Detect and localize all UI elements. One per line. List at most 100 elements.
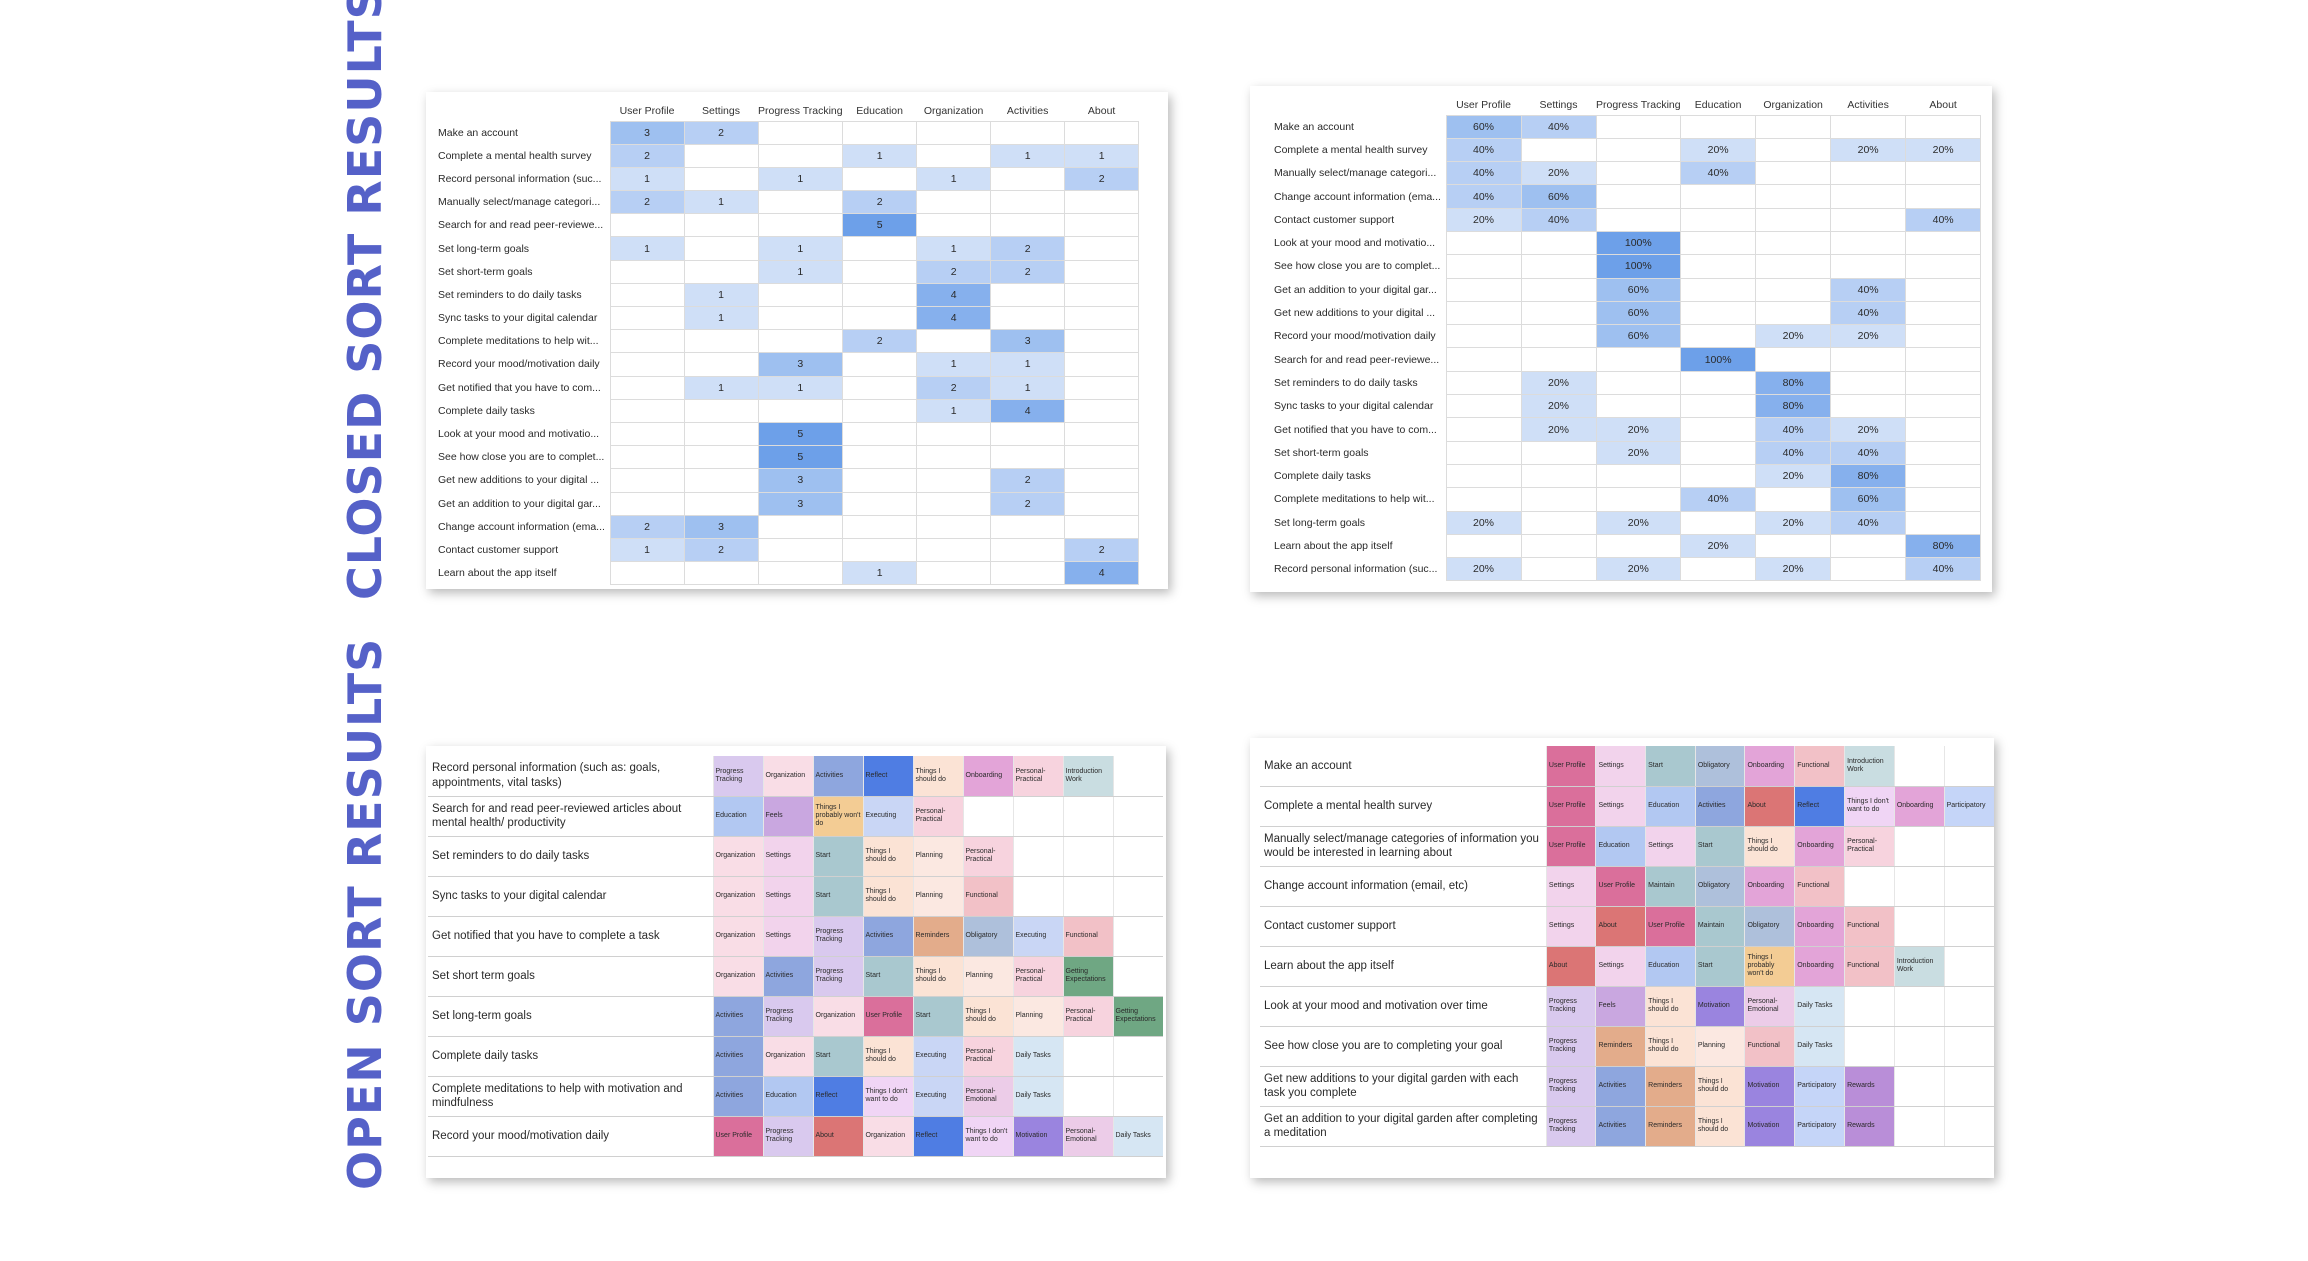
matrix-cell: 1: [757, 236, 844, 261]
table-row: Look at your mood and motivatio... 100%: [1270, 230, 1982, 256]
table-row: Manually select/manage categori... 2 1 2: [434, 190, 1140, 215]
category-tag: Things I should do: [912, 956, 963, 997]
matrix-cell: [1755, 230, 1832, 256]
table-row: Set short term goals Organization Activiti…: [428, 956, 1163, 997]
matrix-cell: 2: [842, 190, 918, 215]
matrix-cell: 1: [609, 166, 685, 192]
matrix-cell: 40%: [1755, 417, 1832, 442]
table-row: Search for and read peer-reviewed articl…: [428, 796, 1163, 837]
matrix-cell: [842, 514, 918, 539]
empty-tag-cell: [1943, 906, 1994, 947]
matrix-cell: [609, 398, 685, 423]
matrix-cell: [1520, 277, 1597, 302]
matrix-cell: [1755, 347, 1832, 372]
matrix-cell: 80%: [1830, 463, 1907, 489]
category-tag: Introduction Work: [1844, 746, 1895, 787]
matrix-cell: 20%: [1830, 417, 1907, 442]
category-tag: Things I don't want to do: [1844, 786, 1895, 827]
matrix-cell: [1905, 370, 1982, 396]
category-tag: Obligatory: [962, 916, 1013, 957]
category-tag: Organization: [712, 876, 763, 917]
column-header: Progress Tracking: [1596, 98, 1681, 111]
category-tag: Education: [712, 796, 763, 837]
matrix-cell: [757, 213, 844, 238]
open-sort-title: OPEN SORT RESULTS: [338, 637, 392, 1190]
category-tag: Reminders: [1645, 1066, 1696, 1107]
empty-tag-cell: [1943, 1026, 1994, 1067]
matrix-cell: 80%: [1755, 370, 1832, 396]
task-label: Change account information (email, etc): [1260, 866, 1547, 907]
empty-tag-cell: [1012, 836, 1063, 877]
matrix-cell: [916, 445, 992, 470]
matrix-cell: [1064, 259, 1140, 284]
matrix-cell: [1680, 557, 1757, 582]
table-row: Record your mood/motivation daily 60% 20% 2…: [1270, 324, 1982, 349]
matrix-cell: [1445, 487, 1522, 512]
table-row: Look at your mood and motivation over ti…: [1260, 986, 1994, 1027]
open-sort-grid: Record personal information (such as: go…: [428, 756, 1163, 1157]
empty-tag-cell: [1112, 836, 1163, 877]
category-tag: Organization: [812, 996, 863, 1037]
empty-tag-cell: [1012, 876, 1063, 917]
matrix-cell: [1830, 114, 1907, 139]
table-row: Complete daily tasks 1 4: [434, 398, 1140, 423]
matrix-cell: [1830, 370, 1907, 396]
category-tag: Reminders: [1645, 1106, 1696, 1147]
matrix-table: User Profile Settings Progress Tracking Edu…: [1270, 89, 1982, 582]
table-row: Set reminders to do daily tasks 1 4: [434, 282, 1140, 308]
matrix-cell: [1830, 230, 1907, 256]
category-tag: Progress Tracking: [762, 1116, 813, 1157]
matrix-cell: [1830, 254, 1907, 279]
category-tag: Onboarding: [1744, 866, 1795, 907]
category-tag: Settings: [1595, 946, 1646, 987]
matrix-cell: [916, 329, 992, 354]
row-label: Search for and read peer-reviewe...: [438, 219, 604, 232]
category-tag: Reminders: [1595, 1026, 1646, 1067]
matrix-cell: [842, 445, 918, 470]
matrix-cell: 40%: [1905, 207, 1982, 232]
table-row: Change account information (email, etc) S…: [1260, 866, 1994, 907]
matrix-cell: [609, 561, 685, 586]
category-tag: Participatory: [1794, 1106, 1845, 1147]
category-tag: Obligatory: [1744, 906, 1795, 947]
table-row: Record your mood/motivation daily User Pr…: [428, 1116, 1163, 1157]
category-tag: Introduction Work: [1062, 756, 1113, 797]
empty-tag-cell: [1844, 866, 1895, 907]
matrix-cell: 3: [990, 329, 1066, 354]
matrix-cell: 1: [1064, 143, 1140, 168]
empty-tag-cell: [1012, 796, 1063, 837]
category-tag: Reflect: [912, 1116, 963, 1157]
matrix-cell: [1520, 230, 1597, 256]
matrix-cell: [990, 537, 1066, 563]
matrix-table: User Profile Settings Progress Tracking Edu…: [434, 95, 1140, 586]
matrix-cell: [757, 514, 844, 539]
category-tag: Personal-Practical: [1012, 956, 1063, 997]
row-label: Complete daily tasks: [438, 404, 535, 417]
matrix-cell: 20%: [1830, 137, 1907, 163]
category-tag: Maintain: [1645, 866, 1696, 907]
empty-tag-cell: [1844, 1026, 1895, 1067]
matrix-cell: [990, 282, 1066, 308]
empty-tag-cell: [1893, 746, 1945, 787]
matrix-cell: [1680, 230, 1757, 256]
matrix-cell: 2: [683, 120, 759, 145]
matrix-cell: [916, 213, 992, 238]
table-row: Record personal information (suc... 20% 20…: [1270, 557, 1982, 582]
category-tag: User Profile: [1595, 866, 1646, 907]
category-tag: Education: [762, 1076, 813, 1117]
matrix-cell: 20%: [1905, 137, 1982, 163]
matrix-cell: [757, 398, 844, 423]
category-tag: Start: [1694, 946, 1745, 987]
category-tag: Executing: [1012, 916, 1063, 957]
matrix-cell: [609, 352, 685, 377]
row-label: Get new additions to your digital ...: [1274, 307, 1436, 320]
matrix-cell: [1680, 184, 1757, 209]
matrix-cell: [916, 120, 992, 145]
table-row: Change account information (ema... 2 3: [434, 514, 1140, 539]
empty-tag-cell: [1943, 826, 1994, 867]
matrix-cell: 20%: [1445, 557, 1522, 582]
matrix-cell: [1520, 487, 1597, 512]
matrix-cell: [1445, 300, 1522, 326]
empty-tag-cell: [1062, 796, 1113, 837]
category-tag: Planning: [1012, 996, 1063, 1037]
